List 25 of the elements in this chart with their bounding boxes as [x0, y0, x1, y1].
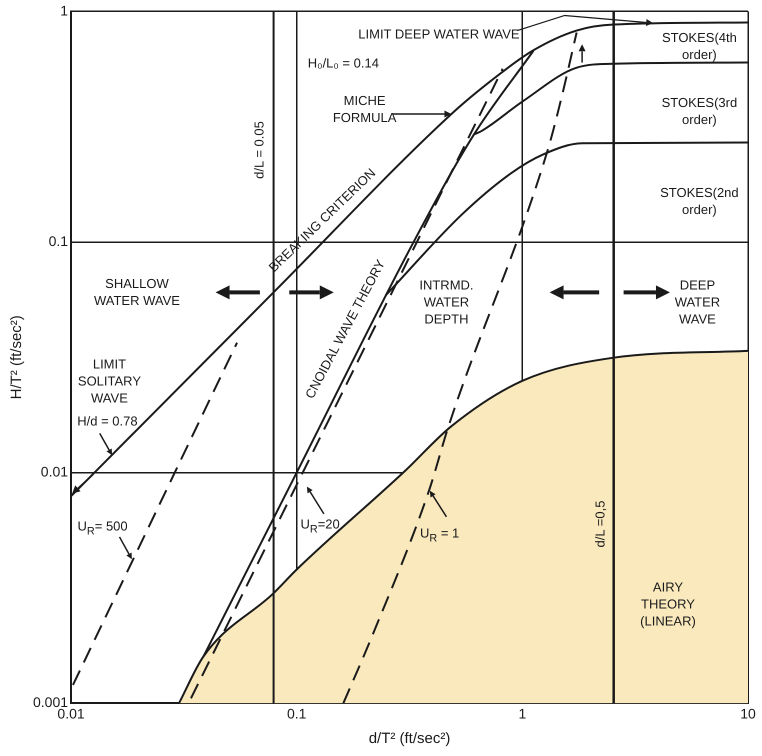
- annotation: INTRMD. WATER DEPTH: [419, 276, 474, 328]
- annotation: SHALLOW WATER WAVE: [94, 275, 180, 310]
- annotation: LIMIT DEEP WATER WAVE: [358, 25, 520, 42]
- annotation: U$_{R}$=20: [300, 516, 340, 538]
- y-tick-label: 1: [60, 2, 68, 18]
- x-tick-label: 1: [518, 705, 526, 722]
- x-axis-title: d/T² (ft/sec²): [368, 730, 450, 748]
- annotation: LIMIT SOLITARY WAVE: [78, 355, 142, 406]
- annotation: H₀/L₀ = 0.14: [308, 54, 379, 72]
- annotation: H/d = 0.78: [77, 412, 138, 430]
- annotation: d/L = 0.05: [250, 121, 268, 180]
- annotation: MICHE FORMULA: [332, 92, 396, 126]
- annotation: d/L =0,5: [591, 500, 608, 548]
- x-tick-label: 0.1: [286, 705, 307, 722]
- y-tick-label: 0.1: [48, 232, 68, 249]
- annotation: STOKES(3rd order): [662, 94, 738, 128]
- annotation: STOKES(4th order): [662, 28, 737, 63]
- y-tick-label: 0.01: [40, 463, 68, 480]
- x-tick-label: 10: [740, 705, 756, 722]
- annotation: U$_{R}$= 500: [78, 518, 128, 540]
- annotation: U$_{R}$ = 1: [420, 524, 460, 546]
- annotation: DEEP WATER WAVE: [674, 276, 720, 328]
- y-axis-title: H/T² (ft/sec²): [8, 315, 26, 400]
- annotation: AIRY THEORY (LINEAR): [640, 578, 696, 630]
- annotation: STOKES(2nd order): [660, 184, 739, 218]
